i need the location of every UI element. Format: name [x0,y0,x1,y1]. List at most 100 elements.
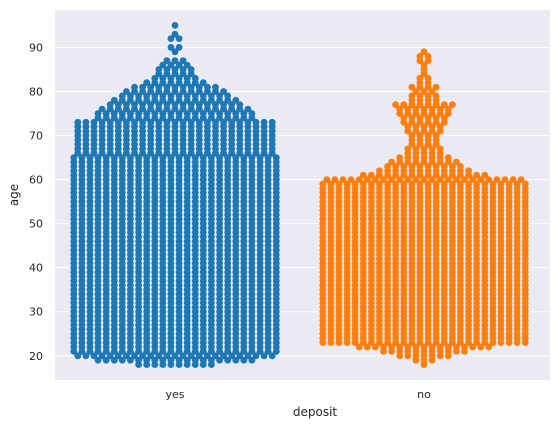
swarm-point-yes [139,118,147,126]
swarm-point-no [493,176,501,184]
swarm-point-yes [199,110,207,117]
swarm-point-yes [260,118,268,126]
swarm-point-no [440,163,448,170]
swarm-point-no [428,343,436,351]
swarm-point-no [440,101,448,109]
swarm-point-no [432,83,440,91]
swarm-point-yes [187,118,195,126]
swarm-point-no [404,343,412,351]
swarm-point-yes [131,118,138,126]
swarm-point-yes [147,83,155,91]
swarm-point-yes [212,352,219,360]
swarm-point-yes [208,356,215,364]
swarm-point-no [436,123,444,131]
swarm-point-yes [183,110,191,117]
swarm-point-yes [183,92,191,100]
swarm-point-yes [118,92,126,100]
swarm-point-no [440,114,448,122]
swarm-point-no [424,74,432,82]
swarm-point-yes [110,96,118,104]
swarm-point-no [420,61,428,69]
swarm-point-yes [256,154,264,162]
y-tick-label: 90 [29,41,43,54]
swarm-point-yes [163,101,171,109]
swarm-point-no [420,343,428,351]
x-tick-label: no [417,388,431,401]
swarm-point-yes [163,118,171,126]
swarm-point-yes [167,110,175,117]
swarm-point-yes [159,61,167,69]
swarm-point-no [396,154,404,162]
swarm-point-no [461,176,468,184]
swarm-point-yes [252,352,260,360]
swarm-point-no [400,163,408,170]
swarm-point-yes [143,356,151,364]
swarm-point-yes [220,101,228,109]
x-axis-label: deposit [293,405,338,419]
swarm-point-yes [78,154,86,162]
swarm-point-yes [74,352,82,360]
swarm-point-yes [199,356,207,364]
swarm-point-no [412,145,420,153]
swarm-point-no [436,343,444,351]
swarm-point-no [440,180,448,188]
swarm-point-no [461,343,468,351]
swarm-point-no [347,176,355,184]
swarm-point-yes [114,118,122,126]
swarm-point-yes [167,61,175,69]
swarm-point-yes [167,35,175,42]
swarm-point-no [412,123,420,131]
swarm-point-yes [167,92,175,100]
swarm-point-no [424,52,432,60]
swarm-point-yes [155,118,163,126]
swarm-point-yes [236,118,244,126]
swarm-point-yes [220,352,228,360]
swarm-point-yes [102,154,110,162]
swarm-point-yes [268,118,276,126]
swarm-point-yes [94,154,102,162]
swarm-point-no [416,132,424,139]
swarm-point-yes [220,118,228,126]
swarm-point-no [392,163,399,170]
y-axis-label: age [7,184,21,206]
swarm-point-yes [204,83,211,91]
swarm-point-yes [82,352,90,360]
swarm-point-yes [220,88,228,95]
swarm-point-yes [199,154,207,162]
swarm-point-no [408,92,416,100]
swarm-point-no [432,92,440,100]
swarm-point-no [327,180,335,188]
swarm-point-yes [232,154,240,162]
swarm-point-yes [151,110,159,117]
swarm-point-yes [224,110,232,117]
swarm-point-yes [159,154,167,162]
swarm-point-yes [260,352,268,360]
swarm-point-yes [171,22,179,29]
swarm-point-no [444,176,452,184]
swarm-point-no [432,114,440,122]
swarm-point-yes [171,101,179,109]
swarm-point-no [412,343,420,351]
swarm-point-yes [139,83,147,91]
swarm-point-yes [171,57,179,65]
swarm-point-yes [102,356,110,364]
swarm-point-no [449,163,456,170]
swarm-point-no [331,176,339,184]
swarm-point-yes [175,44,183,51]
swarm-point-yes [155,101,163,109]
swarm-point-no [469,343,476,351]
swarm-point-no [449,180,456,188]
swarm-point-yes [90,352,98,360]
swarm-point-yes [94,356,102,364]
swarm-point-yes [228,352,236,360]
swarm-point-yes [135,154,143,162]
swarm-point-no [408,132,416,139]
swarm-point-yes [175,356,183,364]
swarm-point-no [424,92,432,100]
swarm-point-yes [131,83,138,91]
swarm-point-yes [212,83,219,91]
swarm-point-no [477,176,485,184]
swarm-point-yes [195,83,203,91]
swarm-point-yes [143,92,151,100]
swarm-point-no [400,180,408,188]
